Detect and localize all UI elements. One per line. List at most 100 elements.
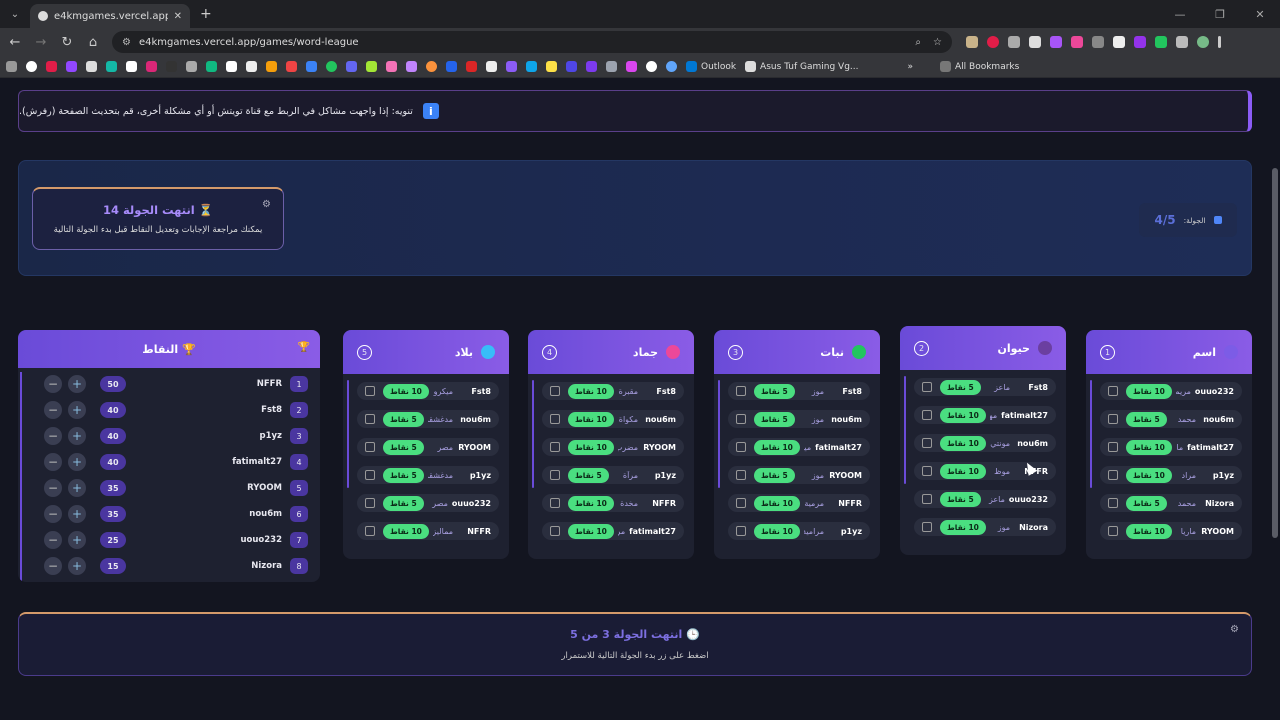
bookmark-icon[interactable] <box>426 61 437 72</box>
minus-icon[interactable]: − <box>44 557 62 575</box>
extension-icon[interactable] <box>1008 36 1020 48</box>
points-toggle-button[interactable]: 5 نقاط <box>1126 411 1167 427</box>
bookmark-icon[interactable] <box>666 61 677 72</box>
bookmark-icon[interactable] <box>26 61 37 72</box>
points-toggle-button[interactable]: 5 نقاط <box>383 467 424 483</box>
settings-icon[interactable]: ⚙ <box>1230 624 1239 635</box>
trash-icon[interactable] <box>736 526 746 536</box>
back-icon[interactable]: ← <box>9 34 21 50</box>
bookmark-icon[interactable] <box>106 61 117 72</box>
bookmark-icon[interactable] <box>466 61 477 72</box>
points-toggle-button[interactable]: 5 نقاط <box>754 411 795 427</box>
trash-icon[interactable] <box>736 442 746 452</box>
points-toggle-button[interactable]: 10 نقاط <box>754 495 800 511</box>
forward-icon[interactable]: → <box>35 34 47 50</box>
extension-icon[interactable] <box>1071 36 1083 48</box>
extension-icon[interactable] <box>1050 36 1062 48</box>
minus-icon[interactable]: − <box>44 505 62 523</box>
bookmark-icon[interactable] <box>266 61 277 72</box>
extension-icon[interactable] <box>1029 36 1041 48</box>
bookmark-icon[interactable] <box>186 61 197 72</box>
bookmark-icon[interactable] <box>546 61 557 72</box>
points-toggle-button[interactable]: 10 نقاط <box>568 383 614 399</box>
new-tab-icon[interactable]: + <box>200 6 212 22</box>
bookmark-icon[interactable] <box>626 61 637 72</box>
trash-icon[interactable] <box>736 386 746 396</box>
points-toggle-button[interactable]: 10 نقاط <box>383 523 429 539</box>
plus-icon[interactable]: + <box>68 427 86 445</box>
trash-icon[interactable] <box>365 526 375 536</box>
trash-icon[interactable] <box>365 442 375 452</box>
plus-icon[interactable]: + <box>68 453 86 471</box>
bookmark-icon[interactable] <box>286 61 297 72</box>
trash-icon[interactable] <box>365 498 375 508</box>
home-icon[interactable]: ⌂ <box>88 34 98 50</box>
trash-icon[interactable] <box>1108 386 1118 396</box>
points-toggle-button[interactable]: 10 نقاط <box>1126 439 1172 455</box>
close-tab-icon[interactable]: ✕ <box>173 10 182 22</box>
trash-icon[interactable] <box>1108 414 1118 424</box>
points-toggle-button[interactable]: 5 نقاط <box>754 383 795 399</box>
points-toggle-button[interactable]: 5 نقاط <box>568 467 609 483</box>
minus-icon[interactable]: − <box>44 401 62 419</box>
bookmark-asus[interactable]: Asus Tuf Gaming Vg... <box>745 61 859 72</box>
points-toggle-button[interactable]: 10 نقاط <box>754 439 800 455</box>
trash-icon[interactable] <box>550 414 560 424</box>
trash-icon[interactable] <box>1108 498 1118 508</box>
close-window-icon[interactable]: ✕ <box>1255 7 1265 21</box>
points-toggle-button[interactable]: 10 نقاط <box>568 523 614 539</box>
bookmark-icon[interactable] <box>46 61 57 72</box>
bookmark-icon[interactable] <box>346 61 357 72</box>
points-toggle-button[interactable]: 5 نقاط <box>383 439 424 455</box>
minus-icon[interactable]: − <box>44 427 62 445</box>
plus-icon[interactable]: + <box>68 401 86 419</box>
plus-icon[interactable]: + <box>68 531 86 549</box>
extension-icon[interactable] <box>987 36 999 48</box>
points-toggle-button[interactable]: 10 نقاط <box>1126 383 1172 399</box>
plus-icon[interactable]: + <box>68 505 86 523</box>
bookmark-icon[interactable] <box>206 61 217 72</box>
trash-icon[interactable] <box>1108 526 1118 536</box>
trash-icon[interactable] <box>550 470 560 480</box>
trash-icon[interactable] <box>365 470 375 480</box>
bookmarks-overflow-icon[interactable]: » <box>907 61 914 72</box>
bookmark-icon[interactable] <box>586 61 597 72</box>
points-toggle-button[interactable]: 5 نقاط <box>383 411 424 427</box>
points-toggle-button[interactable]: 10 نقاط <box>940 407 986 423</box>
scrollbar[interactable] <box>1272 168 1278 538</box>
bookmark-icon[interactable] <box>66 61 77 72</box>
bookmark-icon[interactable] <box>226 61 237 72</box>
plus-icon[interactable]: + <box>68 375 86 393</box>
points-toggle-button[interactable]: 5 نقاط <box>940 491 981 507</box>
trash-icon[interactable] <box>922 410 932 420</box>
extension-icon[interactable] <box>1134 36 1146 48</box>
bookmark-icon[interactable] <box>646 61 657 72</box>
bookmark-icon[interactable] <box>146 61 157 72</box>
bookmark-icon[interactable] <box>166 61 177 72</box>
points-toggle-button[interactable]: 10 نقاط <box>568 411 614 427</box>
trash-icon[interactable] <box>922 522 932 532</box>
trash-icon[interactable] <box>550 386 560 396</box>
points-toggle-button[interactable]: 10 نقاط <box>383 383 429 399</box>
extension-icon[interactable] <box>966 36 978 48</box>
plus-icon[interactable]: + <box>68 557 86 575</box>
bookmark-icon[interactable] <box>406 61 417 72</box>
reload-icon[interactable]: ↻ <box>61 34 73 50</box>
trash-icon[interactable] <box>736 498 746 508</box>
all-bookmarks[interactable]: All Bookmarks <box>940 61 1019 72</box>
points-toggle-button[interactable]: 10 نقاط <box>754 523 800 539</box>
site-info-icon[interactable]: ⚙ <box>122 36 131 48</box>
bookmark-icon[interactable] <box>446 61 457 72</box>
mute-icon[interactable] <box>1092 36 1104 48</box>
browser-tab[interactable]: e4kmgames.vercel.app/games/ ✕ <box>30 4 190 28</box>
bookmark-icon[interactable] <box>526 61 537 72</box>
minus-icon[interactable]: − <box>44 531 62 549</box>
points-toggle-button[interactable]: 5 نقاط <box>754 467 795 483</box>
trash-icon[interactable] <box>736 470 746 480</box>
plus-icon[interactable]: + <box>68 479 86 497</box>
trash-icon[interactable] <box>922 382 932 392</box>
trash-icon[interactable] <box>550 442 560 452</box>
menu-dots-icon[interactable] <box>1218 36 1221 48</box>
trash-icon[interactable] <box>922 494 932 504</box>
points-toggle-button[interactable]: 10 نقاط <box>1126 523 1172 539</box>
